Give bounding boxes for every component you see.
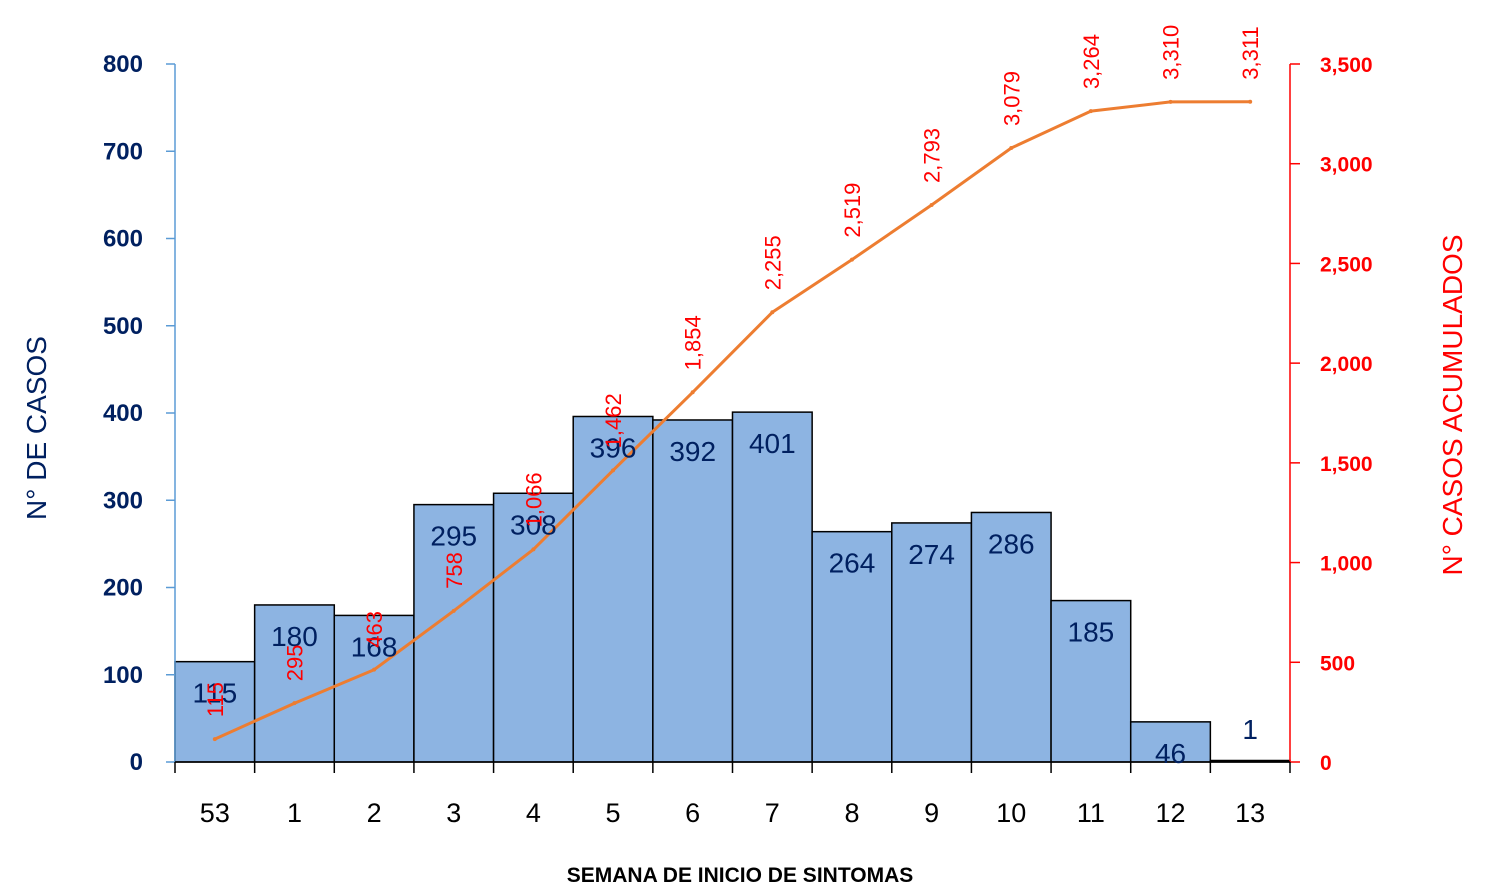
bar-week-9 — [891, 522, 973, 763]
right-tick-label: 0 — [1320, 752, 1332, 775]
right-tick-label: 2,000 — [1320, 353, 1373, 376]
x-tick-label: 7 — [765, 798, 780, 828]
bar-week-4 — [492, 492, 574, 763]
cumulative-point — [1248, 99, 1253, 104]
x-tick-label: 10 — [996, 798, 1026, 828]
cumulative-value-label: 3,264 — [1079, 34, 1104, 89]
cumulative-point — [292, 701, 297, 706]
bar-value-label: 392 — [669, 436, 716, 467]
x-tick-label: 53 — [200, 798, 230, 828]
left-tick-label: 200 — [103, 575, 143, 602]
cumulative-value-label: 2,255 — [760, 235, 785, 290]
left-tick-label: 600 — [103, 226, 143, 253]
x-tick-label: 8 — [844, 798, 859, 828]
x-axis-title: SEMANA DE INICIO DE SINTOMAS — [567, 864, 914, 887]
cumulative-point — [1009, 145, 1014, 150]
bar-week-11 — [1050, 599, 1132, 763]
x-tick-label: 2 — [367, 798, 382, 828]
cumulative-point — [929, 202, 934, 207]
left-tick-label: 400 — [103, 400, 143, 427]
bars-layer — [174, 411, 1291, 763]
x-tick-label: 9 — [924, 798, 939, 828]
cumulative-value-label: 3,311 — [1238, 26, 1263, 79]
left-tick-label: 800 — [103, 51, 143, 78]
cumulative-value-label: 463 — [362, 611, 387, 648]
left-tick-label: 500 — [103, 313, 143, 340]
x-tick-label: 5 — [606, 798, 621, 828]
bar-week-7 — [731, 411, 813, 763]
cumulative-point — [611, 468, 616, 473]
cumulative-point — [212, 737, 217, 742]
bar-value-label: 295 — [430, 521, 477, 552]
cumulative-value-label: 295 — [282, 645, 307, 682]
cumulative-line-layer — [212, 99, 1253, 742]
bar-value-label: 168 — [351, 631, 398, 662]
right-tick-label: 1,500 — [1320, 453, 1373, 476]
right-tick-label: 500 — [1320, 652, 1355, 675]
bar-week-3 — [413, 503, 495, 763]
right-tick-label: 1,000 — [1320, 553, 1373, 576]
cumulative-point — [531, 547, 536, 552]
bar-value-label: 264 — [829, 548, 876, 579]
left-axis-title: N° DE CASOS — [21, 336, 52, 520]
cumulative-point — [1088, 109, 1093, 114]
cumulative-value-label: 1,854 — [681, 315, 706, 370]
left-tick-label: 100 — [103, 662, 143, 689]
cumulative-value-label: 1,462 — [601, 393, 626, 448]
cumulative-point — [690, 390, 695, 395]
cumulative-value-label: 3,079 — [999, 71, 1024, 126]
x-tick-label: 13 — [1235, 798, 1265, 828]
x-tick-label: 12 — [1156, 798, 1186, 828]
bar-value-label: 115 — [193, 678, 238, 709]
cumulative-point — [849, 257, 854, 262]
left-tick-label: 700 — [103, 138, 143, 165]
ticks-layer — [166, 63, 1300, 773]
cumulative-value-label: 2,519 — [840, 183, 865, 238]
right-axis-title: N° CASOS ACUMULADOS — [1437, 234, 1468, 575]
bar-week-2 — [333, 614, 415, 763]
cumulative-point — [451, 608, 456, 613]
cumulative-value-label: 1,066 — [521, 472, 546, 527]
left-tick-label: 0 — [130, 749, 143, 776]
labels-layer: 0 100 200 300 400 500 600 700 800 0 500 1,000 1,500 2… — [103, 25, 1373, 828]
bar-value-label: 1 — [1242, 714, 1258, 745]
bar-week-12 — [1129, 721, 1212, 763]
cumulative-point — [770, 310, 775, 315]
right-tick-label: 3,000 — [1320, 154, 1373, 177]
bar-week-1 — [253, 604, 336, 763]
x-tick-label: 6 — [685, 798, 700, 828]
bar-value-label: 180 — [271, 621, 318, 652]
bar-value-label: 46 — [1155, 738, 1186, 769]
x-tick-label: 4 — [526, 798, 541, 828]
cumulative-value-label: 3,310 — [1158, 25, 1183, 80]
cumulative-value-label: 758 — [442, 552, 467, 589]
cumulative-value-label: 2,793 — [920, 128, 945, 183]
bar-value-label: 185 — [1068, 617, 1115, 648]
bar-week-53 — [174, 660, 256, 763]
right-tick-label: 3,500 — [1320, 54, 1373, 77]
bar-value-label: 401 — [749, 428, 796, 459]
right-tick-label: 2,500 — [1320, 253, 1373, 276]
x-tick-label: 11 — [1077, 798, 1105, 828]
bar-value-label: 396 — [590, 432, 637, 463]
x-tick-label: 1 — [287, 798, 302, 828]
x-tick-label: 3 — [446, 798, 461, 828]
bar-value-label: 274 — [908, 539, 955, 570]
bar-value-label: 308 — [510, 509, 557, 540]
cumulative-point — [372, 667, 377, 672]
cumulative-value-label: 115 — [203, 682, 228, 717]
bar-value-label: 286 — [988, 528, 1035, 559]
cumulative-line — [214, 100, 1251, 741]
bar-week-5 — [572, 415, 654, 763]
cumulative-point — [1168, 99, 1173, 104]
left-tick-label: 300 — [103, 487, 143, 514]
bar-week-6 — [652, 419, 734, 763]
